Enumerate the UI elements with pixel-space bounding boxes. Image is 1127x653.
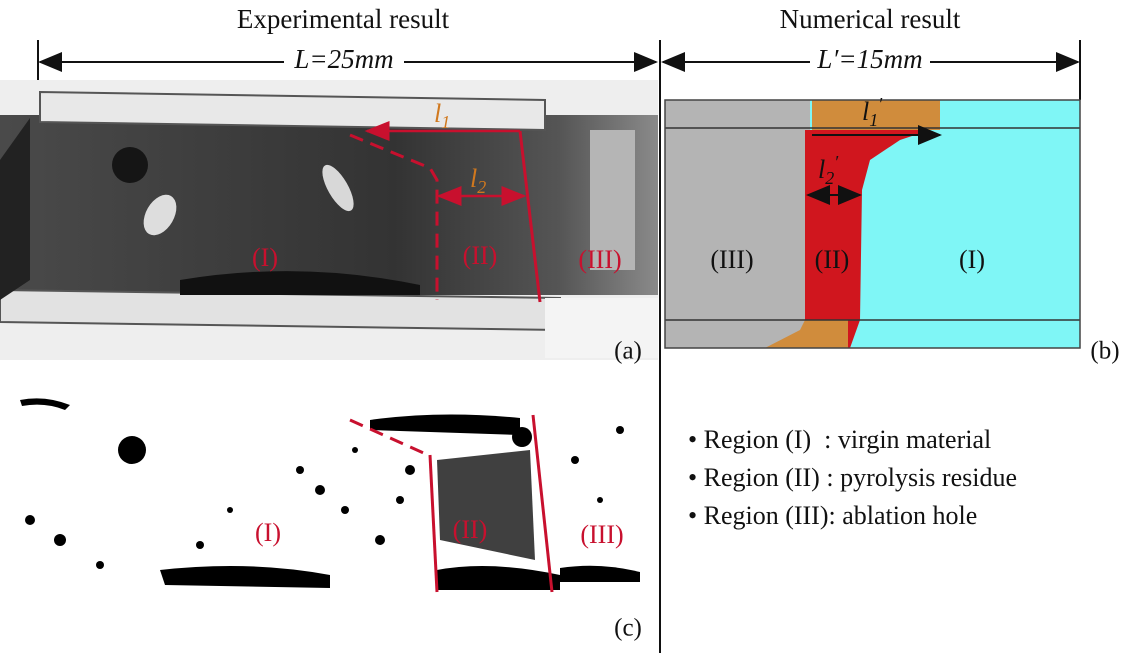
front-line bbox=[533, 415, 552, 592]
dimension-label: L′=15mm bbox=[816, 44, 922, 74]
panel-label: (c) bbox=[614, 615, 642, 642]
region-label: (III) bbox=[578, 245, 621, 274]
dimension-label: L=25mm bbox=[293, 44, 393, 74]
panel-title: Experimental result bbox=[237, 4, 450, 34]
region-label: (III) bbox=[580, 520, 623, 549]
region-label: (II) bbox=[815, 245, 850, 274]
figure: Experimental result Numerical result L=2… bbox=[0, 0, 1127, 653]
panel-label: (b) bbox=[1090, 338, 1119, 365]
panel-title: Numerical result bbox=[780, 4, 961, 34]
legend-item: • Region (II) : pyrolysis residue bbox=[688, 463, 1017, 492]
region-label: (II) bbox=[463, 241, 498, 270]
panel-label: (a) bbox=[614, 338, 642, 365]
photo-a bbox=[0, 80, 658, 360]
region-label: (III) bbox=[710, 245, 753, 274]
region-label: (I) bbox=[255, 518, 281, 547]
simulation-b bbox=[665, 100, 1080, 348]
region-label: (I) bbox=[252, 243, 278, 272]
region-label: (I) bbox=[959, 245, 985, 274]
region-label: (II) bbox=[453, 515, 488, 544]
legend-item: • Region (I) : virgin material bbox=[688, 425, 991, 454]
binary-c bbox=[20, 398, 640, 590]
front-line bbox=[430, 455, 437, 592]
legend-item: • Region (III): ablation hole bbox=[688, 501, 977, 530]
